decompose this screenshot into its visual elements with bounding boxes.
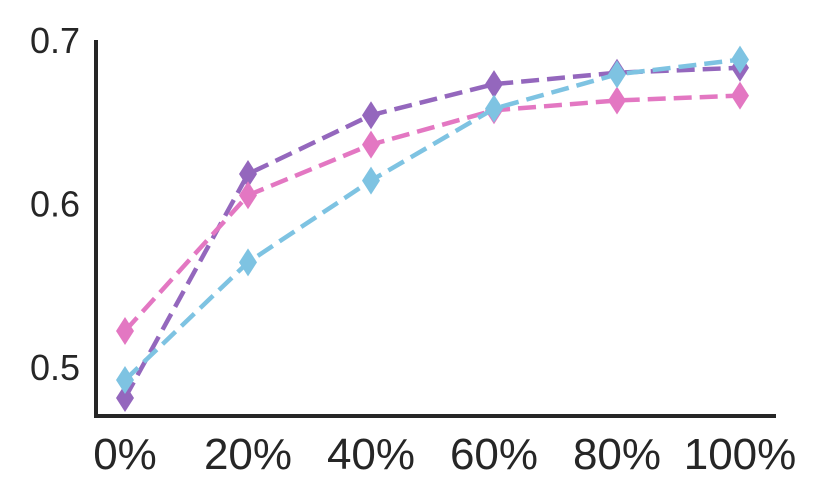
data-point	[731, 45, 749, 74]
data-point	[362, 101, 380, 130]
y-tick-label: 0.5	[30, 347, 80, 388]
data-point	[608, 60, 626, 89]
y-tick-labels: 0.5 0.6 0.7	[30, 20, 80, 388]
data-point	[362, 130, 380, 159]
series-line	[123, 93, 741, 333]
y-tick-label: 0.7	[30, 20, 80, 61]
data-point	[362, 166, 380, 195]
x-tick-labels: 0% 20% 40% 60% 80% 100%	[93, 430, 796, 479]
x-tick-label: 40%	[327, 430, 415, 479]
y-tick-label: 0.6	[30, 183, 80, 224]
series-line	[123, 57, 741, 382]
series-line	[123, 65, 741, 400]
x-tick-label: 20%	[204, 430, 292, 479]
x-tick-label: 0%	[93, 430, 157, 479]
data-point	[116, 316, 134, 345]
series-3	[116, 45, 749, 395]
data-point	[731, 81, 749, 110]
data-point	[116, 366, 134, 395]
data-point	[116, 384, 134, 413]
x-tick-label: 80%	[573, 430, 661, 479]
series-2	[116, 81, 749, 345]
x-tick-label: 100%	[684, 430, 797, 479]
data-point	[608, 86, 626, 115]
series-layer	[116, 45, 749, 413]
data-point	[239, 160, 257, 189]
data-point	[485, 70, 503, 99]
data-point	[239, 181, 257, 210]
data-point	[239, 248, 257, 277]
x-tick-label: 60%	[450, 430, 538, 479]
data-point	[485, 94, 503, 123]
